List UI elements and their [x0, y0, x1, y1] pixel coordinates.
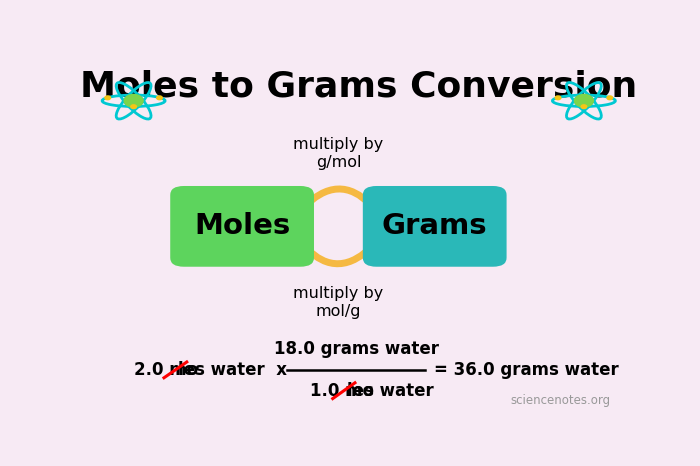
Text: Grams: Grams	[382, 212, 487, 240]
FancyArrowPatch shape	[302, 189, 372, 209]
Text: 2.0 mo: 2.0 mo	[134, 361, 197, 379]
Text: les water  x: les water x	[178, 361, 287, 379]
Circle shape	[607, 96, 612, 100]
Text: = 36.0 grams water: = 36.0 grams water	[433, 361, 618, 379]
Circle shape	[124, 95, 143, 107]
FancyBboxPatch shape	[363, 186, 507, 267]
Text: Moles to Grams Conversion: Moles to Grams Conversion	[80, 69, 638, 103]
Text: sciencenotes.org: sciencenotes.org	[511, 394, 611, 407]
FancyArrowPatch shape	[305, 244, 374, 264]
Text: Moles: Moles	[194, 212, 290, 240]
Text: 18.0 grams water: 18.0 grams water	[274, 340, 438, 358]
Circle shape	[575, 95, 594, 107]
Text: 1.0 mo: 1.0 mo	[310, 382, 374, 400]
Circle shape	[131, 105, 136, 109]
Circle shape	[555, 96, 561, 100]
Text: multiply by
g/mol: multiply by g/mol	[293, 137, 384, 170]
Circle shape	[581, 105, 587, 109]
Text: les water: les water	[346, 382, 433, 400]
Text: multiply by
mol/g: multiply by mol/g	[293, 287, 384, 319]
Circle shape	[157, 96, 162, 100]
FancyBboxPatch shape	[170, 186, 314, 267]
Circle shape	[105, 96, 111, 100]
